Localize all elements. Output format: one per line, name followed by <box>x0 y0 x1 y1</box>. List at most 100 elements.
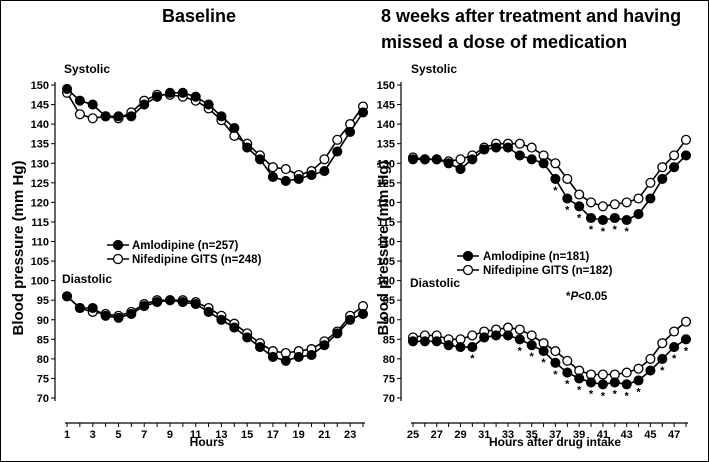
data-point-systolic-open <box>514 138 525 149</box>
data-point-systolic-filled <box>669 162 680 173</box>
data-point-diastolic-filled <box>254 342 266 353</box>
y-tick-label: 125 <box>377 178 395 190</box>
data-point-systolic-open <box>526 142 537 153</box>
data-point-systolic-filled <box>562 193 573 204</box>
legend-label-nifedipine: Nifedipine GITS (n=182) <box>483 265 613 277</box>
y-tick-label: 70 <box>37 393 49 405</box>
y-tick-label: 85 <box>383 334 395 346</box>
series-line-systolic-filled <box>66 88 364 182</box>
x-tick-label: 31 <box>478 429 490 441</box>
data-point-diastolic-filled <box>550 357 561 368</box>
data-point-systolic-filled <box>267 171 278 182</box>
y-tick-label: 115 <box>31 217 49 229</box>
data-point-diastolic-filled <box>609 377 620 388</box>
data-point-diastolic-filled <box>407 336 419 347</box>
data-point-diastolic-open <box>621 367 632 378</box>
x-tick-label: 41 <box>597 429 609 441</box>
data-point-systolic-filled <box>479 144 490 155</box>
data-point-systolic-open <box>574 189 585 200</box>
data-point-systolic-open <box>280 164 291 175</box>
data-point-diastolic-filled <box>633 375 644 386</box>
data-point-diastolic-filled <box>267 351 278 362</box>
legend-label-amlodipine: Amlodipine (n=257) <box>132 240 239 252</box>
y-tick-label: 140 <box>31 119 49 131</box>
data-point-systolic-filled <box>514 150 525 161</box>
data-point-systolic-filled <box>87 99 98 110</box>
y-tick-label: 100 <box>377 276 395 288</box>
y-tick-label: 90 <box>37 315 49 327</box>
x-tick-label: 29 <box>454 429 466 441</box>
data-point-systolic-open <box>621 197 632 208</box>
data-point-diastolic-open <box>597 369 608 380</box>
diastolic-label: Diastolic <box>62 272 112 286</box>
y-tick-label: 100 <box>31 276 49 288</box>
annotation-p: P <box>570 291 578 303</box>
data-point-diastolic-open <box>645 353 656 364</box>
data-point-systolic-open <box>645 177 656 188</box>
data-point-diastolic-open <box>669 326 680 337</box>
data-point-diastolic-filled <box>574 373 585 384</box>
data-point-systolic-open <box>633 193 644 204</box>
data-point-systolic-filled <box>621 214 632 226</box>
data-point-systolic-filled <box>491 142 502 153</box>
annotation-threshold: <0.05 <box>578 291 608 303</box>
data-point-systolic-filled <box>633 209 644 220</box>
significance-star: * <box>553 369 558 381</box>
data-point-systolic-filled <box>431 154 442 165</box>
data-point-systolic-filled <box>61 83 73 94</box>
data-point-systolic-open <box>332 134 343 145</box>
x-tick-label: 23 <box>344 429 356 441</box>
data-point-diastolic-filled <box>152 297 163 308</box>
data-point-diastolic-filled <box>190 299 201 310</box>
legend-marker-amlodipine <box>112 239 124 251</box>
data-point-diastolic-open <box>526 330 537 341</box>
y-tick-label: 140 <box>377 119 395 131</box>
data-point-diastolic-filled <box>242 332 253 343</box>
y-tick-label: 135 <box>31 139 49 151</box>
data-point-diastolic-open <box>550 346 561 357</box>
chart-0: 7075808590951001051101151201251301351401… <box>31 80 369 441</box>
y-axis-label: Blood pressure (mm Hg) <box>10 160 27 335</box>
legend: Amlodipine (n=257) Nifedipine GITS (n=24… <box>107 239 262 266</box>
significance-star: * <box>577 384 582 396</box>
chart-1: 70 75 80 85 90 95 100 105 110 115 120 125 130 135 140 1… <box>377 80 692 441</box>
data-point-systolic-filled <box>332 146 343 157</box>
x-tick-label: 25 <box>407 429 419 441</box>
data-point-diastolic-filled <box>280 355 291 366</box>
data-point-diastolic-filled <box>74 302 85 314</box>
significance-star: * <box>541 357 546 369</box>
data-point-diastolic-filled <box>87 302 98 314</box>
legend-marker-amlodipine <box>462 250 474 262</box>
y-tick-label: 85 <box>37 334 49 346</box>
x-tick-label: 37 <box>549 429 561 441</box>
x-tick-label: 47 <box>668 429 680 441</box>
x-tick-label: 11 <box>190 429 202 441</box>
data-point-systolic-open <box>455 154 466 165</box>
data-point-diastolic-filled <box>100 310 111 321</box>
y-tick-label: 95 <box>383 295 395 307</box>
data-point-systolic-open <box>680 134 692 145</box>
x-tick-label: 5 <box>115 429 121 441</box>
x-tick-label: 45 <box>644 429 656 441</box>
data-point-systolic-filled <box>526 154 537 165</box>
significance-star: * <box>470 353 475 365</box>
systolic-label: Systolic <box>64 62 110 76</box>
data-point-systolic-open <box>657 162 668 173</box>
y-tick-label: 75 <box>383 373 395 385</box>
y-tick-label: 105 <box>377 256 395 268</box>
series-line-systolic-open <box>66 92 364 176</box>
significance-star: * <box>601 226 606 238</box>
significance-star: * <box>518 345 523 357</box>
data-point-systolic-filled <box>126 111 137 122</box>
data-point-diastolic-filled <box>113 312 124 323</box>
x-tick-label: 21 <box>318 429 330 441</box>
significance-star: * <box>565 204 570 216</box>
y-tick-label: 135 <box>377 139 395 151</box>
significance-star: * <box>565 379 570 391</box>
data-point-systolic-filled <box>152 91 163 102</box>
data-point-diastolic-filled <box>621 379 632 390</box>
data-point-systolic-open <box>74 109 85 120</box>
panel-title: Baseline <box>162 6 236 26</box>
data-point-diastolic-filled <box>216 314 227 325</box>
data-point-diastolic-filled <box>526 340 537 351</box>
